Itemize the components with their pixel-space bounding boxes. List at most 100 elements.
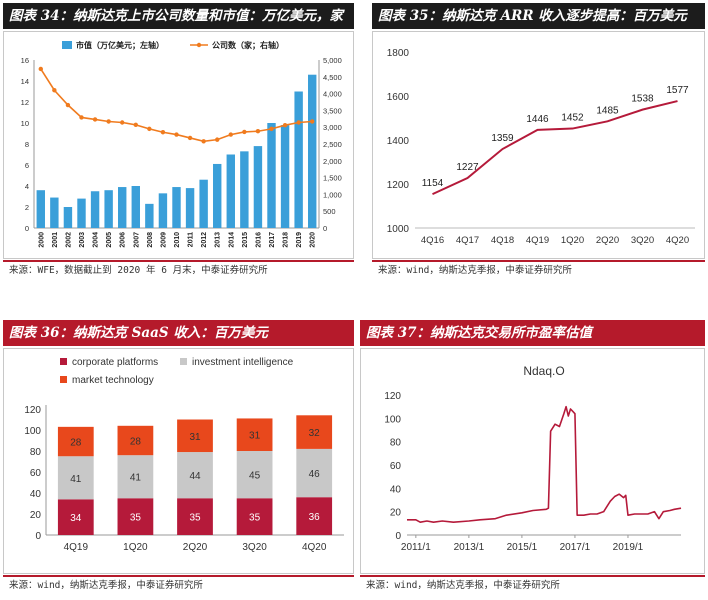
company-count-point: [215, 137, 220, 142]
saas-bar-segment: [236, 498, 273, 535]
pe-valuation-chart: Ndaq.O 0 20 40 60 80 100 120 2011/1 2013/1 2015/1 2…: [384, 364, 682, 553]
legend-label: investment intelligence: [192, 357, 294, 368]
company-count-point: [187, 135, 193, 141]
market-cap-bar: [104, 190, 113, 228]
company-count-point: [174, 132, 179, 137]
company-count-point: [160, 130, 166, 135]
saas-bar-segment: [177, 419, 213, 453]
chart-title: Ndaq.O: [523, 364, 564, 378]
saas-data-label: 46: [309, 469, 321, 480]
saas-data-label: 44: [189, 471, 201, 482]
company-count-point: [282, 122, 288, 128]
market-cap-bar: [63, 207, 73, 228]
panel-title: 图表 35：纳斯达克 ARR 收入逐步提高：百万美元: [372, 3, 705, 29]
y-tick-label: 60: [390, 461, 402, 472]
market-cap-bar: [185, 188, 195, 228]
panel-nasdaq-market-cap: 图表 34：纳斯达克上市公司数量和市值：万亿美元，家 0 2 4 6 8 10 12 14 16…: [3, 3, 354, 283]
y-left-tick-label: 2: [25, 203, 29, 212]
x-tick-label: 2Q20: [596, 235, 619, 246]
company-count-point: [255, 129, 261, 134]
company-count-point: [65, 102, 71, 108]
panel-nasdaq-arr: 图表 35：纳斯达克 ARR 收入逐步提高：百万美元 1000 1200 1400 1…: [372, 3, 705, 283]
legend-swatch-market-cap: [62, 41, 72, 49]
y-right-tick-label: 1,000: [323, 190, 342, 199]
y-right-tick-label: 4,500: [323, 73, 342, 82]
saas-data-label: 36: [309, 512, 321, 523]
company-count-point: [52, 88, 57, 93]
arr-data-label: 1227: [456, 162, 479, 173]
x-tick-label: 2Q20: [183, 542, 208, 553]
x-tick-label: 2015: [242, 232, 249, 248]
panel-nasdaq-pe: 图表 37：纳斯达克交易所市盈率估值 Ndaq.O 0 20 40 60 80 100 120…: [360, 320, 705, 598]
y-tick-label: 40: [30, 489, 42, 500]
arr-data-label: 1359: [491, 133, 514, 144]
saas-data-label: 31: [249, 431, 261, 442]
panel-source: 来源：wind，纳斯达克季报，中泰证券研究所: [366, 580, 560, 591]
y-tick-label: 1400: [387, 136, 410, 147]
x-tick-label: 2002: [65, 232, 72, 248]
x-tick-label: 2019/1: [613, 542, 644, 553]
market-cap-bar: [158, 193, 168, 228]
legend-marker-company-count: [196, 42, 202, 48]
x-tick-label: 2005: [106, 232, 113, 248]
saas-bar-segment: [236, 418, 273, 451]
x-tick-label: 2008: [147, 232, 154, 248]
x-tick-label: 2014: [228, 232, 235, 248]
market-cap-bar: [280, 125, 290, 228]
y-right-tick-label: 3,000: [323, 123, 342, 132]
saas-bar-segment: [177, 498, 213, 535]
y-left-tick-label: 10: [21, 119, 29, 128]
x-tick-label: 2007: [133, 232, 140, 248]
market-cap-bar: [118, 187, 127, 228]
y-left-tick-label: 14: [21, 77, 29, 86]
x-tick-label: 2004: [93, 232, 100, 248]
x-tick-label: 2009: [160, 232, 167, 248]
x-tick-label: 4Q16: [421, 235, 444, 246]
y-right-tick-label: 3,500: [323, 106, 342, 115]
x-tick-label: 4Q20: [666, 235, 689, 246]
x-tick-label: 2013/1: [454, 542, 485, 553]
company-count-point: [242, 129, 247, 135]
market-cap-bar: [172, 187, 181, 228]
y-tick-label: 1000: [387, 224, 410, 235]
saas-data-label: 34: [70, 513, 82, 524]
y-left-tick-label: 12: [21, 98, 29, 107]
y-tick-label: 100: [384, 414, 401, 425]
y-tick-label: 0: [35, 531, 41, 542]
market-cap-bar: [131, 186, 140, 228]
market-cap-bar: [145, 203, 154, 228]
company-count-point: [38, 66, 43, 72]
arr-revenue-chart: 1000 1200 1400 1600 1800 4Q16 4Q17 4Q18 4Q19 1Q20…: [387, 48, 695, 246]
company-count-point: [106, 119, 111, 124]
saas-bar-segment: [296, 415, 333, 449]
market-cap-bar: [50, 197, 59, 228]
y-right-tick-label: 5,000: [323, 56, 342, 65]
y-right-tick-label: 0: [323, 224, 327, 233]
legend-label: market technology: [72, 375, 154, 386]
legend-swatch: [60, 376, 67, 383]
x-tick-label: 4Q19: [526, 235, 549, 246]
market-cap-bar: [36, 190, 45, 228]
x-tick-label: 1Q20: [561, 235, 584, 246]
x-tick-label: 2017: [269, 232, 276, 248]
x-tick-label: 3Q20: [631, 235, 654, 246]
arr-data-label: 1154: [422, 178, 444, 189]
market-cap-bar: [294, 91, 303, 228]
x-tick-label: 2013: [215, 232, 222, 248]
saas-data-label: 35: [249, 513, 261, 524]
market-cap-bar: [240, 151, 249, 228]
market-cap-bar: [308, 74, 317, 228]
arr-data-label: 1538: [631, 94, 654, 105]
x-tick-label: 2010: [174, 232, 181, 248]
company-count-point: [92, 117, 98, 122]
y-tick-label: 20: [30, 510, 42, 521]
y-tick-label: 1800: [387, 48, 410, 59]
legend-label-market-cap: 市值（万亿美元；左轴）: [76, 40, 164, 51]
saas-bar-segment: [177, 452, 213, 499]
y-right-tick-label: 500: [323, 207, 336, 216]
saas-data-label: 28: [130, 437, 142, 448]
saas-bar-segment: [57, 499, 94, 535]
saas-data-label: 35: [130, 513, 142, 524]
y-right-tick-label: 4,000: [323, 90, 342, 99]
panel-source: 来源：wind，纳斯达克季报，中泰证券研究所: [378, 265, 572, 276]
